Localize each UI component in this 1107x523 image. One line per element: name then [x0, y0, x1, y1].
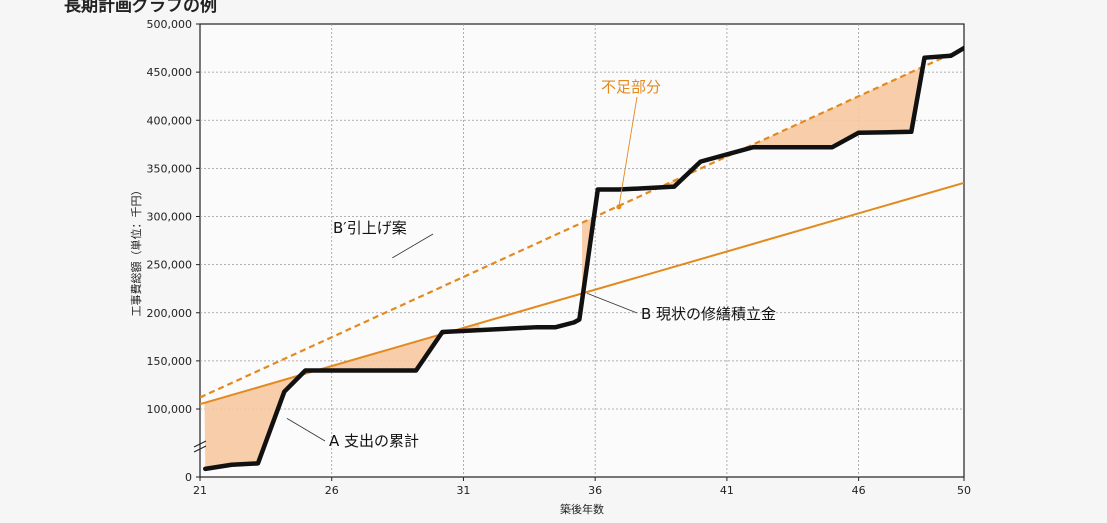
leader-line-b	[587, 293, 638, 314]
shortfall-marker	[616, 204, 622, 210]
xtick-label: 26	[325, 484, 339, 497]
xtick-label: 41	[720, 484, 734, 497]
annotation-shortfall: 不足部分	[601, 78, 661, 96]
axis-break-mark	[193, 440, 207, 448]
xtick-label: 21	[193, 484, 207, 497]
series-line-a	[203, 45, 964, 472]
gridlines	[200, 24, 964, 477]
annotation-b: B 現状の修繕積立金	[641, 305, 776, 323]
page-heading: 長期計画グラフの例	[64, 0, 217, 16]
ytick-label: 450,000	[147, 66, 193, 79]
annotation-bprime: B′引上げ案	[333, 219, 407, 237]
xtick-label: 36	[588, 484, 602, 497]
leader-line-bprime	[392, 233, 434, 259]
ytick-label: 300,000	[147, 211, 193, 224]
ytick-label: 250,000	[147, 259, 193, 272]
series-layer	[200, 45, 964, 472]
shortfall-region-b	[200, 182, 480, 469]
axis-break-mark	[193, 445, 207, 453]
xtick-label: 50	[957, 484, 971, 497]
x-axis-title: 築後年数	[560, 502, 604, 516]
xtick-label: 46	[852, 484, 866, 497]
xtick-label: 31	[456, 484, 470, 497]
annotation-a: A 支出の累計	[329, 432, 419, 450]
axis-layer: 0 100,000 150,000 200,000 250,000 300,000 350,…	[129, 18, 971, 516]
ytick-label: 400,000	[147, 114, 193, 127]
annotation-layer: A 支出の累計 B 現状の修繕積立金 B′引上げ案 不足部分	[286, 78, 776, 450]
ytick-label: 100,000	[147, 403, 193, 416]
leader-line-shortfall	[618, 96, 638, 207]
leader-line-a	[286, 418, 326, 442]
ytick-label: 350,000	[147, 162, 193, 175]
ytick-label: 150,000	[147, 355, 193, 368]
ytick-label: 500,000	[147, 18, 193, 31]
shortfall-area	[200, 182, 480, 469]
ytick-label: 200,000	[147, 307, 193, 320]
ytick-label: 0	[185, 471, 192, 484]
series-line-bprime	[200, 47, 964, 399]
y-axis-title: 工事費総額（単位：千円）	[129, 185, 143, 317]
